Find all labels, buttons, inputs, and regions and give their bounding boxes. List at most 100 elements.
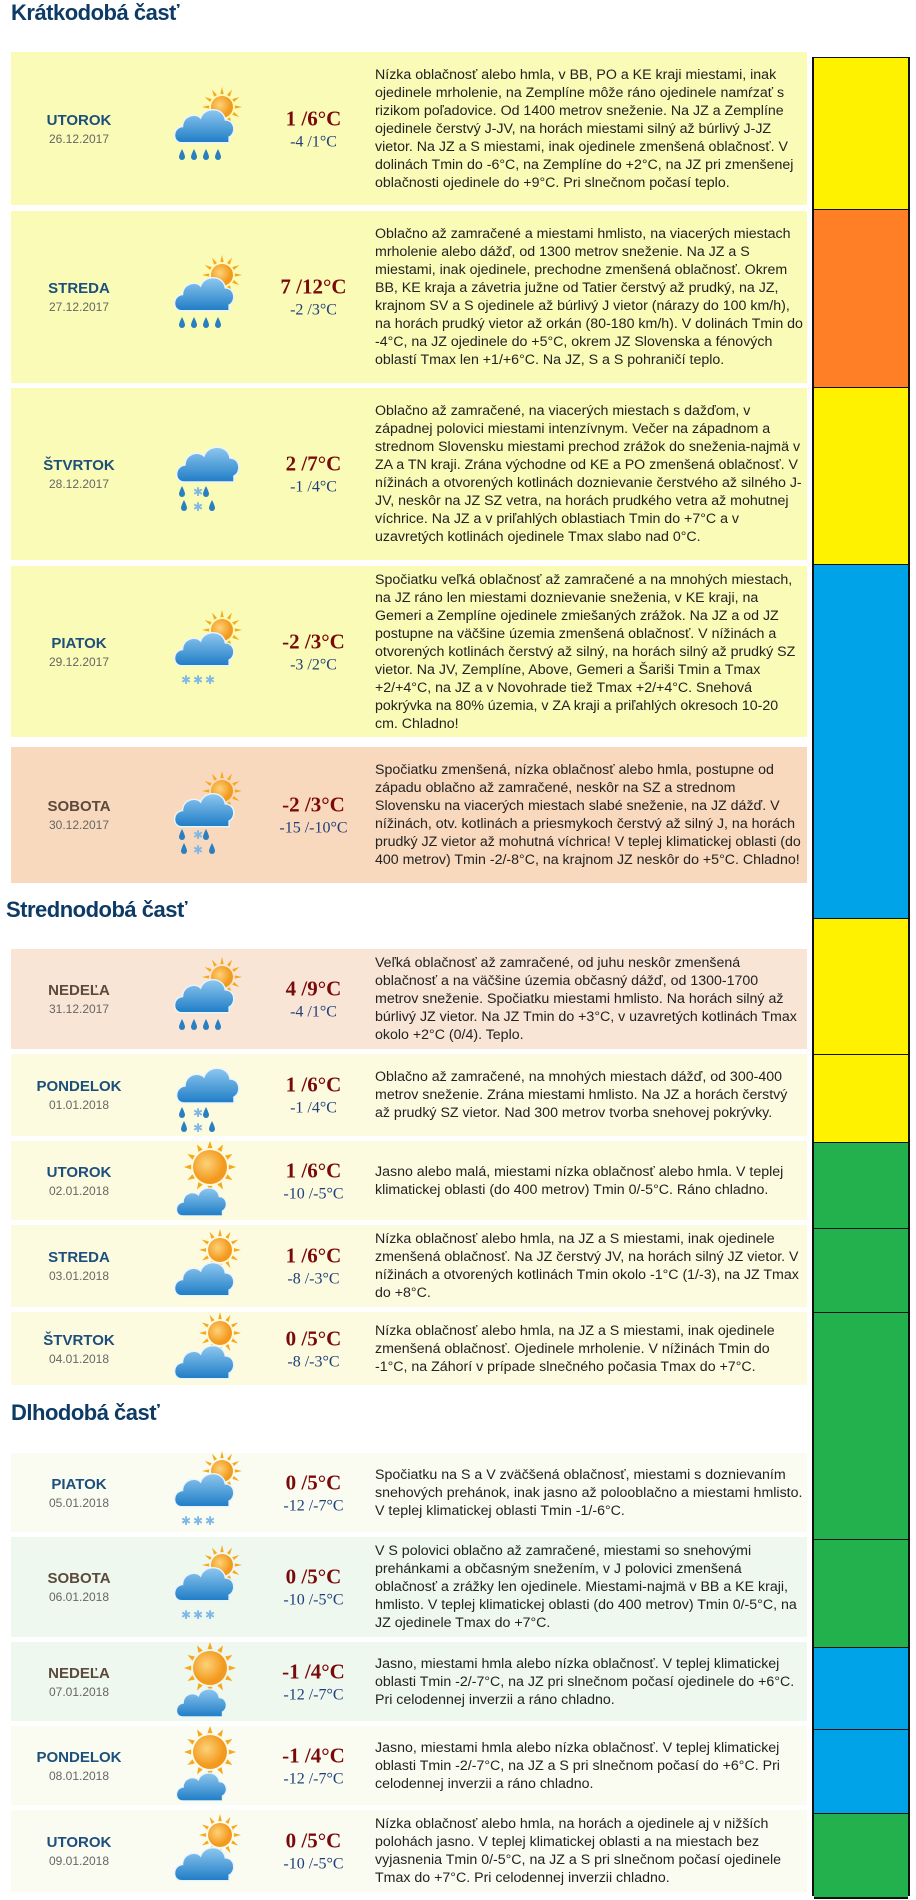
day-cell: UTOROK 09.01.2018 <box>11 1834 147 1868</box>
temperature-min: -8 /-3°C <box>287 1353 340 1370</box>
temperature-min: -4 /1°C <box>290 133 337 150</box>
raindrop-icon <box>191 1019 197 1030</box>
forecast-description: Nízka oblačnosť alebo hmla, v BB, PO a K… <box>375 66 794 191</box>
raindrop-icon <box>179 486 185 497</box>
temperature-cell: 0 /5°C -10 /-5°C <box>261 1565 366 1610</box>
cloud-rain-snow-icon: ✱ ✱ <box>167 430 243 518</box>
temperature-min: -12 /-7°C <box>283 1770 344 1787</box>
day-date: 29.12.2017 <box>48 654 110 669</box>
warning-segment <box>814 1729 908 1814</box>
temperature-cell: 7 /12°C -2 /3°C <box>261 275 366 320</box>
forecast-description: Jasno alebo malá, miestami nízka oblačno… <box>375 1163 784 1198</box>
temperature-cell: 4 /9°C -4 /1°C <box>261 977 366 1022</box>
forecast-day-row: UTOROK 09.01.2018 0 /5°C -10 /-5°C Nízka… <box>11 1810 807 1892</box>
forecast-day-row: PIATOK 29.12.2017 ✱ ✱ ✱ -2 /3°C -3 /2°C Sp… <box>11 566 807 737</box>
temperature-cell: -1 /4°C -12 /-7°C <box>261 1659 366 1704</box>
forecast-description: Nízka oblačnosť alebo hmla, na horách a … <box>375 1816 782 1886</box>
temperature-min: -10 /-5°C <box>283 1591 344 1609</box>
snowflake-icon: ✱ <box>193 1514 203 1528</box>
day-name: UTOROK <box>46 1163 112 1181</box>
day-cell: UTOROK 02.01.2018 <box>11 1164 147 1198</box>
forecast-day-row: ŠTVRTOK 28.12.2017 ✱ ✱ 2 /7°C -1 /4°C Obl… <box>11 388 807 560</box>
temperature-cell: 1 /6°C -10 /-5°C <box>261 1158 366 1203</box>
sun-small-cloud-icon <box>167 1722 243 1810</box>
day-cell: NEDEĽA 31.12.2017 <box>11 982 147 1016</box>
cloud-icon <box>175 1186 227 1216</box>
temperature-max: 1 /6°C <box>285 1158 342 1182</box>
sun-icon <box>184 1641 236 1694</box>
temperature-min: -3 /2°C <box>290 656 337 673</box>
snowflake-icon: ✱ <box>193 1106 203 1120</box>
forecast-description: Veľká oblačnosť až zamračené, od juhu ne… <box>375 955 797 1043</box>
forecast-day-row: PONDELOK 08.01.2018 -1 /4°C -12 /-7°C Ja… <box>11 1725 807 1805</box>
raindrop-icon <box>179 317 185 328</box>
forecast-description: Nízka oblačnosť alebo hmla, na JZ a S mi… <box>375 1322 775 1375</box>
warning-segment <box>814 209 908 388</box>
day-date: 28.12.2017 <box>48 477 110 491</box>
day-date: 04.01.2018 <box>48 1351 110 1366</box>
day-name: STREDA <box>48 280 110 297</box>
temperature-max: 2 /7°C <box>285 451 342 476</box>
sun-icon <box>184 1725 236 1778</box>
temperature-min: -10 /-5°C <box>283 1185 344 1202</box>
day-name: SOBOTA <box>47 798 111 815</box>
warning-segment <box>814 1813 908 1899</box>
cloud-icon <box>173 631 235 666</box>
temperature-min: -1 /4°C <box>290 478 337 496</box>
sun-cloud-icon <box>167 1222 243 1310</box>
forecast-description: Oblačno až zamračené a miestami hmlisto,… <box>375 226 803 368</box>
forecast-day-row: STREDA 03.01.2018 1 /6°C -8 /-3°C Nízka … <box>11 1225 807 1307</box>
cloud-icon <box>173 276 235 312</box>
forecast-day-row: NEDEĽA 07.01.2018 -1 /4°C -12 /-7°C Jasn… <box>11 1641 807 1721</box>
sun-cloud-snow-icon: ✱ ✱ ✱ <box>167 1449 243 1537</box>
raindrop-icon <box>203 1107 209 1118</box>
day-date: 31.12.2017 <box>48 1002 110 1016</box>
temperature-cell: -2 /3°C -15 /-10°C <box>261 793 366 838</box>
day-date: 08.01.2018 <box>48 1768 110 1783</box>
forecast-day-row: ŠTVRTOK 04.01.2018 0 /5°C -8 /-3°C Nízka… <box>11 1311 807 1385</box>
day-cell: STREDA 03.01.2018 <box>11 1249 147 1283</box>
raindrop-icon <box>203 1019 209 1030</box>
day-date: 09.01.2018 <box>48 1854 110 1868</box>
temperature-cell: -2 /3°C -3 /2°C <box>261 629 366 674</box>
forecast-description: V S polovici oblačno až zamračené, miest… <box>375 1543 797 1631</box>
sun-cloud-icon <box>167 1305 243 1393</box>
section-title-long-term: Dlhodobá časť <box>11 1400 160 1425</box>
warning-segment <box>814 1539 908 1648</box>
cloud-icon <box>173 108 235 143</box>
raindrop-icon <box>215 317 221 328</box>
raindrop-icon <box>215 1019 221 1030</box>
day-name: PONDELOK <box>36 1078 122 1095</box>
sun-small-cloud-icon <box>167 1638 243 1726</box>
day-name: STREDA <box>48 1249 110 1266</box>
raindrop-icon <box>179 829 185 840</box>
temperature-cell: -1 /4°C -12 /-7°C <box>261 1743 366 1788</box>
snowflake-icon: ✱ <box>193 828 203 842</box>
temperature-max: 4 /9°C <box>285 976 342 1001</box>
forecast-day-row: UTOROK 26.12.2017 1 /6°C -4 /1°C Nízka o… <box>11 52 807 205</box>
warning-segment <box>814 1142 908 1229</box>
snowflake-icon: ✱ <box>181 673 191 687</box>
temperature-max: 0 /5°C <box>285 1470 342 1494</box>
day-name: NEDEĽA <box>48 982 110 999</box>
forecast-description: Jasno, miestami hmla alebo nízka oblačno… <box>375 1739 780 1792</box>
forecast-day-row: PIATOK 05.01.2018 ✱ ✱ ✱ 0 /5°C -12 /-7°C S… <box>11 1450 807 1532</box>
temperature-cell: 0 /5°C -12 /-7°C <box>261 1470 366 1515</box>
sun-icon <box>184 1140 236 1193</box>
temperature-max: -1 /4°C <box>282 1743 345 1767</box>
forecast-description: Jasno, miestami hmla alebo nízka oblačno… <box>375 1655 795 1708</box>
sun-cloud-rain-icon <box>167 253 243 341</box>
day-cell: UTOROK 26.12.2017 <box>11 112 147 146</box>
day-cell: PONDELOK 01.01.2018 <box>11 1078 147 1112</box>
day-date: 03.01.2018 <box>48 1269 110 1283</box>
cloud-icon <box>175 1771 227 1801</box>
cloud-icon <box>173 792 235 828</box>
temperature-max: 0 /5°C <box>285 1828 342 1853</box>
sun-small-cloud-icon <box>167 1137 243 1225</box>
cloud-icon <box>173 1261 235 1297</box>
day-date: 05.01.2018 <box>48 1495 110 1510</box>
raindrop-icon <box>179 1019 185 1030</box>
forecast-description: Spočiatku veľká oblačnosť až zamračené a… <box>375 571 796 732</box>
forecast-day-row: UTOROK 02.01.2018 1 /6°C -10 /-5°C Jasno… <box>11 1140 807 1220</box>
temperature-max: -1 /4°C <box>282 1659 345 1683</box>
